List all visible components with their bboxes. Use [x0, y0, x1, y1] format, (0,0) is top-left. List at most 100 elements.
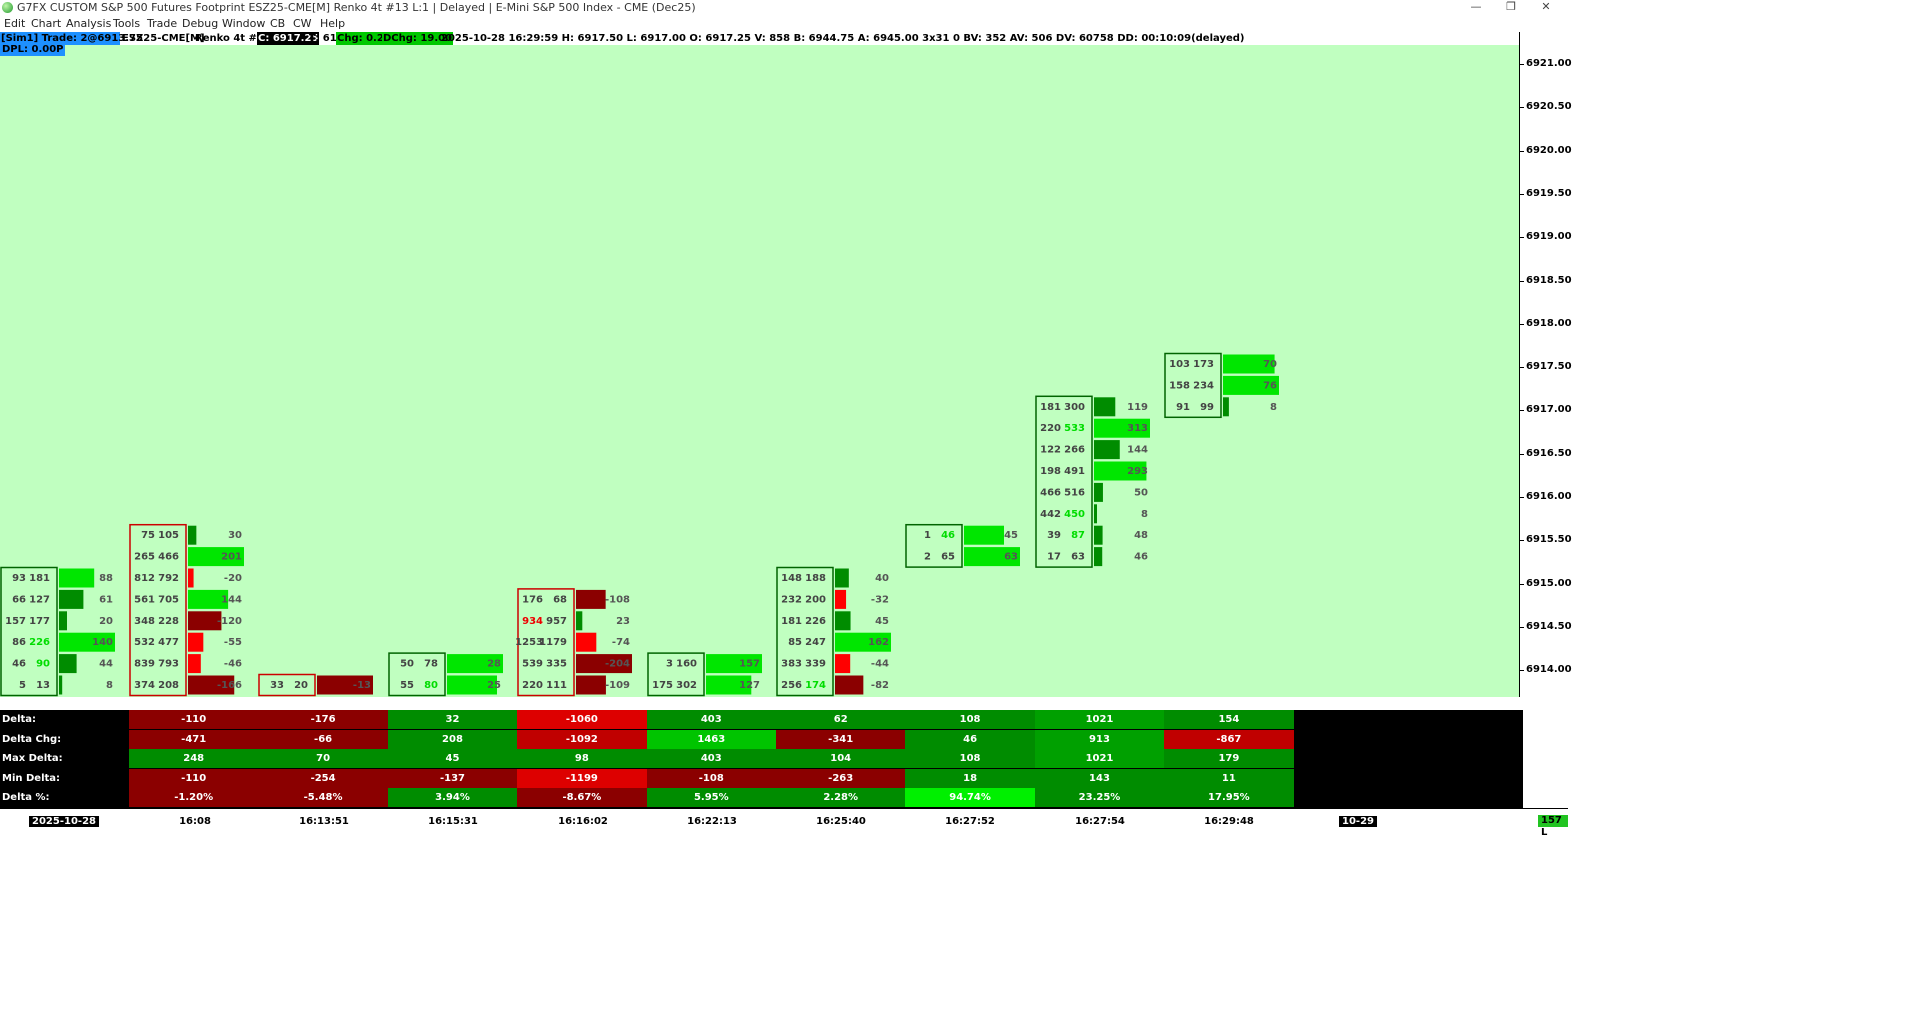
- stats-cell: 5.95%: [646, 788, 776, 808]
- delta-bar: [59, 568, 95, 588]
- price-label: 6914.50: [1526, 620, 1572, 632]
- menu-edit[interactable]: Edit: [4, 17, 26, 30]
- delta-value: 8: [1270, 402, 1277, 413]
- menu-debug[interactable]: Debug: [182, 17, 219, 30]
- delta-value: 8: [1141, 509, 1148, 520]
- stats-cell: -341: [776, 729, 906, 749]
- menu-window[interactable]: Window: [222, 17, 266, 30]
- bid-volume: 148: [781, 573, 802, 584]
- menu-cw[interactable]: CW: [293, 17, 312, 30]
- ask-volume: 302: [676, 680, 697, 691]
- stats-cell: -1092: [517, 729, 647, 749]
- footprint-chart[interactable]: 5 13 8 46 90 44 86 226 140 157 177 20 66 127 61 93 181 88…: [0, 45, 1519, 697]
- bid-volume: 157: [5, 616, 26, 627]
- delta-value: 61: [99, 594, 113, 605]
- bid-volume: 66: [12, 594, 26, 605]
- stats-cell: -108: [646, 768, 776, 788]
- stats-cell: 3.94%: [387, 788, 518, 808]
- ask-volume: 87: [1071, 530, 1085, 541]
- menu-cb[interactable]: CB: [270, 17, 286, 30]
- ask-volume: 177: [29, 616, 50, 627]
- delta-bar: [835, 632, 891, 652]
- stats-cell: 46: [905, 729, 1035, 749]
- ask-volume: 65: [941, 552, 955, 563]
- time-label: 10-29: [1339, 816, 1377, 827]
- bar-stats-text: 2025-10-28 16:29:59 H: 6917.50 L: 6917.0…: [441, 33, 1245, 44]
- delta-value: 30: [228, 530, 242, 541]
- bid-volume: 466: [1040, 487, 1061, 498]
- delta-bar: [188, 589, 229, 609]
- stats-cell: -263: [776, 768, 906, 788]
- ask-volume: 466: [158, 552, 179, 563]
- restore-button[interactable]: ❐: [1506, 0, 1516, 13]
- ask-volume: 533: [1064, 423, 1085, 434]
- bid-volume: 220: [1040, 423, 1061, 434]
- menu-chart[interactable]: Chart: [31, 17, 62, 30]
- price-label: 6920.00: [1526, 144, 1572, 156]
- menu-bar: Edit Chart Analysis Tools Trade Debug Wi…: [0, 16, 1568, 31]
- delta-bar: [1223, 375, 1279, 395]
- delta-bar: [1094, 504, 1097, 524]
- price-label: 6914.00: [1526, 664, 1572, 676]
- stats-cell: 179: [1164, 749, 1294, 769]
- delta-bar: [188, 654, 201, 674]
- delta-bar: [964, 547, 1020, 567]
- ask-volume: 234: [1193, 380, 1214, 391]
- minimize-button[interactable]: —: [1470, 0, 1482, 13]
- bid-volume: 532: [134, 637, 155, 648]
- ask-volume: 477: [158, 637, 179, 648]
- window-title: G7FX CUSTOM S&P 500 Futures Footprint ES…: [17, 1, 696, 14]
- stats-cell: -110: [129, 710, 259, 729]
- menu-trade[interactable]: Trade: [147, 17, 178, 30]
- menu-tools[interactable]: Tools: [113, 17, 141, 30]
- delta-value: -44: [871, 659, 889, 670]
- stats-row-label: Min Delta:: [2, 772, 61, 784]
- delta-value: -13: [353, 680, 371, 691]
- stats-cell: 18: [905, 768, 1035, 788]
- dpl-badge: DPL: 0.00P: [0, 44, 66, 56]
- footprint-bar-body: [129, 523, 187, 697]
- menu-analysis[interactable]: Analysis: [66, 17, 112, 30]
- ask-volume: 63: [1071, 552, 1085, 563]
- ask-volume: 181: [29, 573, 50, 584]
- stats-row-label: Max Delta:: [2, 753, 63, 765]
- stats-cell: 45: [387, 749, 518, 769]
- close-button[interactable]: ✕: [1541, 0, 1551, 13]
- delta-bar: [706, 675, 752, 695]
- stats-cell: 104: [776, 749, 906, 769]
- bid-volume: 839: [134, 659, 155, 670]
- stats-cell: 108: [905, 710, 1035, 729]
- delta-bar: [188, 675, 235, 695]
- footprint-bar-body: [647, 652, 705, 697]
- stats-cell: -1060: [517, 710, 647, 729]
- stats-row-label: Delta %:: [2, 792, 50, 804]
- time-axis[interactable]: 2025-10-28 16:08 16:13:51 16:15:31 16:16:02 1…: [0, 808, 1568, 848]
- price-label: 6916.50: [1526, 447, 1572, 459]
- delta-bar: [1094, 461, 1147, 481]
- bid-volume: 374: [134, 680, 155, 691]
- price-tick: [1520, 107, 1524, 109]
- ask-volume: 266: [1064, 445, 1085, 456]
- price-label: 6915.50: [1526, 534, 1572, 546]
- bid-volume: 175: [652, 680, 673, 691]
- ask-volume: 335: [546, 659, 567, 670]
- bid-volume: 561: [134, 594, 155, 605]
- bid-volume: 1: [924, 530, 931, 541]
- footprint-bar-body: [517, 588, 575, 697]
- menu-help[interactable]: Help: [320, 17, 346, 30]
- price-tick: [1520, 540, 1524, 542]
- ask-volume: 792: [158, 573, 179, 584]
- delta-value: 162: [868, 637, 889, 648]
- delta-value: 313: [1127, 423, 1148, 434]
- symbol-label: ESZ25-CME[M]: [122, 33, 205, 44]
- ask-volume: 247: [805, 637, 826, 648]
- ask-volume: 491: [1064, 466, 1085, 477]
- price-axis[interactable]: 6921.00 6920.50 6920.00 6919.50 6919.00 6918.…: [1519, 32, 1572, 810]
- delta-value: -46: [224, 659, 242, 670]
- price-tick: [1520, 150, 1524, 152]
- time-label: 16:22:13: [687, 816, 737, 827]
- ask-volume: 173: [1193, 359, 1214, 370]
- price-tick: [1520, 497, 1524, 498]
- bid-volume: 256: [781, 680, 802, 691]
